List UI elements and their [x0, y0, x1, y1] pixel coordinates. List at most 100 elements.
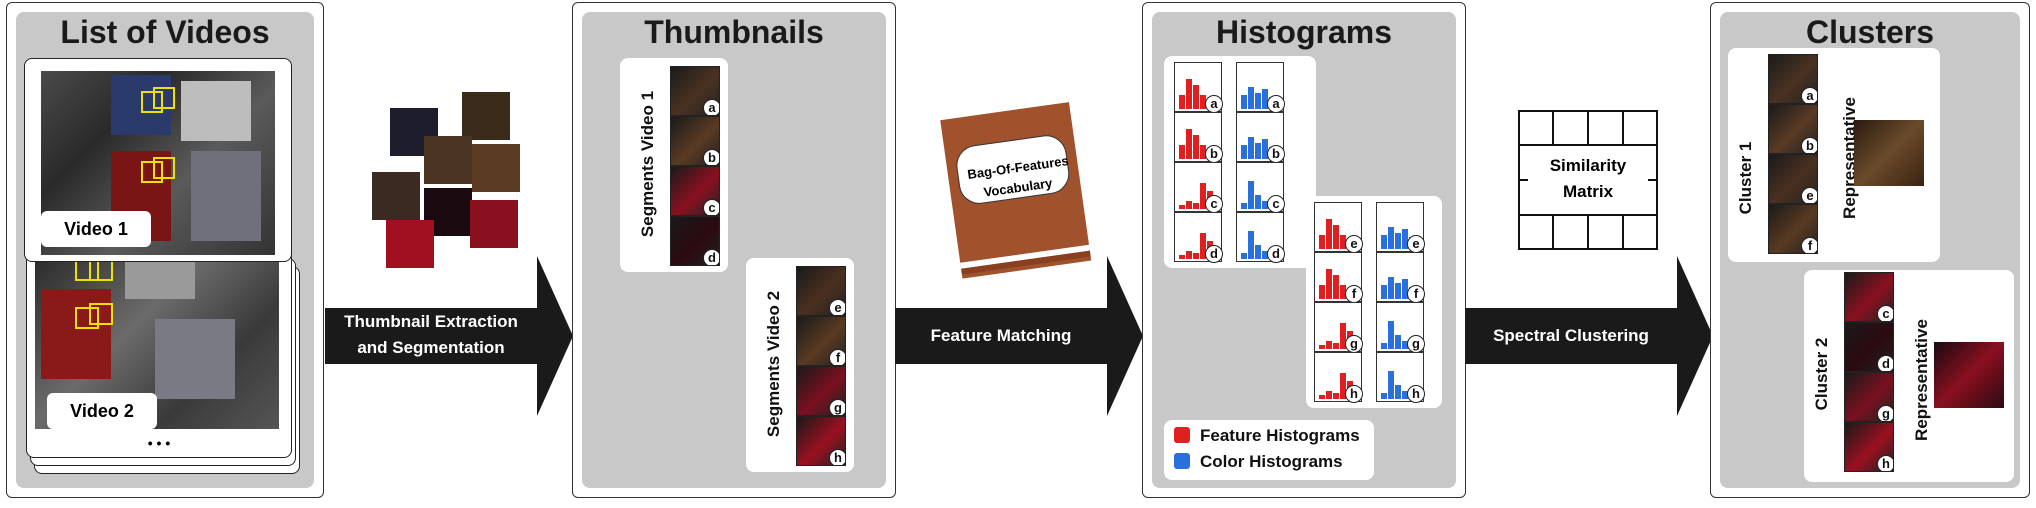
segment-thumbnail: h	[796, 416, 846, 466]
video-1-label: Video 1	[41, 211, 151, 247]
video-card-1[interactable]: Video 1	[24, 58, 292, 262]
segment-thumbnail: f	[796, 316, 846, 366]
feature-histogram: a	[1174, 62, 1223, 113]
histogram-bar	[1402, 341, 1408, 349]
arrow-1-line1: Thumbnail Extraction	[344, 312, 518, 331]
feature-box	[141, 161, 163, 183]
histogram-bar	[1248, 137, 1254, 159]
histogram-bar	[1402, 391, 1408, 399]
feature-box	[75, 307, 99, 329]
segment-letter-badge: e	[829, 299, 845, 315]
bag-of-features-book: Bag-Of-Features Vocabulary	[928, 90, 1108, 280]
cluster-2-label: Cluster 2	[1812, 337, 1831, 411]
thumbnail	[386, 220, 434, 268]
histogram-bar	[1340, 235, 1346, 249]
cluster-thumbnail: f	[1768, 204, 1818, 254]
histogram-letter-badge: h	[1345, 385, 1363, 403]
red-swatch-icon	[1174, 427, 1190, 443]
histogram-bar	[1388, 321, 1394, 349]
segments-video-1-label: Segments Video 1	[638, 90, 657, 238]
arrow-3-label: Spectral Clustering	[1493, 326, 1649, 345]
thumbnail	[424, 136, 472, 184]
histogram-bar	[1179, 95, 1185, 109]
color-histogram: e	[1376, 202, 1425, 253]
segment-letter-badge: f	[829, 349, 845, 365]
feature-box	[153, 87, 175, 109]
histogram-letter-badge: e	[1345, 235, 1363, 253]
thumbnails-title: Thumbnails	[644, 14, 824, 50]
histogram-legend: Feature Histograms Color Histograms	[1164, 420, 1374, 480]
cluster-1-label: Cluster 1	[1736, 141, 1755, 215]
thumbnail	[462, 92, 510, 140]
matrix-label-1: Similarity	[1549, 156, 1627, 175]
histogram-bar	[1381, 235, 1387, 249]
histogram-bar	[1255, 245, 1261, 259]
cluster-thumbnail: h	[1844, 422, 1894, 472]
histogram-bar	[1186, 251, 1192, 259]
histogram-bar	[1319, 285, 1325, 299]
histogram-letter-badge: a	[1267, 95, 1285, 113]
histogram-bar	[1388, 277, 1394, 299]
histogram-bar	[1402, 279, 1408, 299]
video-card-2[interactable]: Video 2 • • •	[26, 250, 292, 458]
cluster-thumbnail: c	[1844, 272, 1894, 322]
histogram-bar	[1262, 201, 1268, 209]
histogram-bar	[1255, 195, 1261, 209]
histogram-letter-badge: g	[1345, 335, 1363, 353]
histogram-bar	[1262, 251, 1268, 259]
arrow-1: Thumbnail Extraction and Segmentation	[325, 256, 573, 416]
histogram-bar	[1381, 285, 1387, 299]
segment-letter-badge: f	[1801, 237, 1817, 253]
histogram-bar	[1395, 283, 1401, 299]
histogram-bar	[1241, 95, 1247, 109]
histogram-bar	[1248, 181, 1254, 209]
cluster-thumbnail: g	[1844, 372, 1894, 422]
segment-thumbnail: c	[670, 166, 720, 216]
color-histogram: f	[1376, 252, 1425, 303]
thumbnail	[472, 144, 520, 192]
histogram-bar	[1319, 345, 1325, 349]
segment-letter-badge: g	[829, 399, 845, 415]
histogram-bar	[1388, 371, 1394, 399]
magazine	[191, 151, 261, 241]
color-histogram: g	[1376, 302, 1425, 353]
histogram-bar	[1333, 393, 1339, 399]
arrow-2-label: Feature Matching	[930, 326, 1072, 345]
segment-letter-badge: h	[1877, 455, 1893, 471]
segment-letter-badge: a	[703, 99, 719, 115]
histogram-bar	[1200, 233, 1206, 259]
segment-letter-badge: d	[1877, 355, 1893, 371]
histogram-bar	[1395, 233, 1401, 249]
cluster-1-card: Cluster 1 Representative	[1728, 48, 1940, 262]
feature-box	[141, 91, 163, 113]
histogram-bar	[1179, 255, 1185, 259]
thumbnail	[470, 200, 518, 248]
legend-feature-label: Feature Histograms	[1200, 426, 1360, 445]
blue-swatch-icon	[1174, 453, 1190, 469]
cluster-thumbnail: e	[1768, 154, 1818, 204]
segment-letter-badge: a	[1801, 87, 1817, 103]
segment-letter-badge: g	[1877, 405, 1893, 421]
magazine	[181, 81, 251, 141]
more-videos-dots: • • •	[147, 435, 171, 451]
histogram-letter-badge: b	[1205, 145, 1223, 163]
similarity-matrix: Similarity Matrix	[1518, 110, 1658, 250]
feature-histogram: g	[1314, 302, 1363, 353]
segment-thumbnail: e	[796, 266, 846, 316]
histogram-bar	[1248, 231, 1254, 259]
histogram-letter-badge: e	[1407, 235, 1425, 253]
segment-thumbnail: a	[670, 66, 720, 116]
histogram-bar	[1193, 253, 1199, 259]
histogram-letter-badge: f	[1407, 285, 1425, 303]
histogram-bar	[1262, 89, 1268, 109]
histogram-bar	[1333, 225, 1339, 249]
histogram-letter-badge: d	[1205, 245, 1223, 263]
arrow-3-shape	[1465, 256, 1713, 416]
color-histogram: a	[1236, 62, 1285, 113]
feature-box	[89, 259, 113, 281]
feature-box	[153, 157, 175, 179]
legend-color-label: Color Histograms	[1200, 452, 1343, 471]
histogram-bar	[1395, 385, 1401, 399]
feature-histogram: c	[1174, 162, 1223, 213]
histogram-bar	[1381, 343, 1387, 349]
